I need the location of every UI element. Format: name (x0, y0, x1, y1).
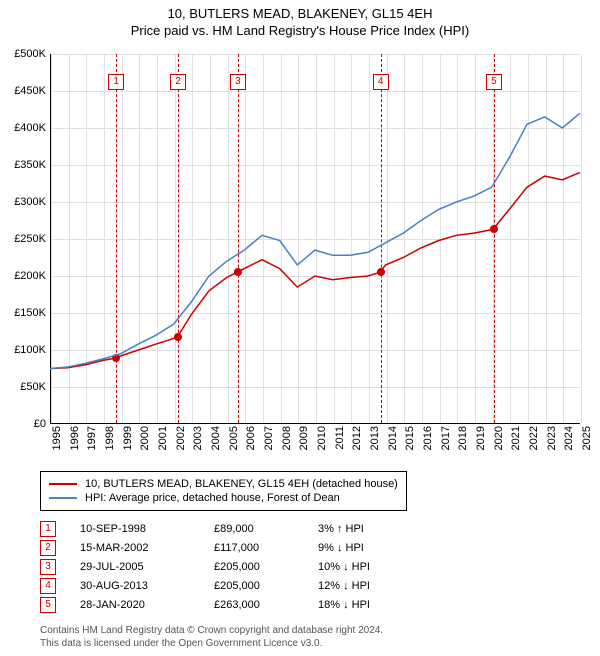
chart-title: 10, BUTLERS MEAD, BLAKENEY, GL15 4EH Pri… (0, 6, 600, 40)
transaction-number: 5 (40, 597, 56, 613)
y-tick-label: £300K (14, 196, 46, 208)
legend-item: 10, BUTLERS MEAD, BLAKENEY, GL15 4EH (de… (49, 478, 398, 490)
footer-line2: This data is licensed under the Open Gov… (40, 637, 383, 650)
x-tick-label: 2001 (157, 426, 169, 450)
x-tick-label: 2000 (139, 426, 151, 450)
footer-line1: Contains HM Land Registry data © Crown c… (40, 624, 383, 637)
x-tick-label: 1997 (86, 426, 98, 450)
x-tick-label: 2018 (457, 426, 469, 450)
transaction-delta: 10% ↓ HPI (318, 561, 398, 573)
x-tick-label: 2024 (563, 426, 575, 450)
x-tick-label: 2023 (546, 426, 558, 450)
title-line2: Price paid vs. HM Land Registry's House … (0, 23, 600, 40)
x-tick-label: 2017 (440, 426, 452, 450)
transaction-delta: 18% ↓ HPI (318, 599, 398, 611)
transaction-price: £263,000 (214, 599, 294, 611)
y-tick-label: £350K (14, 159, 46, 171)
x-tick-label: 2004 (210, 426, 222, 450)
transaction-delta: 3% ↑ HPI (318, 523, 398, 535)
x-tick-label: 1996 (69, 426, 81, 450)
transaction-number: 4 (40, 578, 56, 594)
x-tick-label: 2012 (351, 426, 363, 450)
x-tick-label: 2016 (422, 426, 434, 450)
legend-label: HPI: Average price, detached house, Fore… (85, 492, 340, 504)
transaction-date: 29-JUL-2005 (80, 561, 190, 573)
transaction-price: £205,000 (214, 561, 294, 573)
x-tick-label: 2011 (334, 426, 346, 450)
y-tick-label: £250K (14, 233, 46, 245)
transaction-price: £117,000 (214, 542, 294, 554)
chart-plot-area: £0£50K£100K£150K£200K£250K£300K£350K£400… (50, 54, 580, 424)
x-tick-label: 2003 (192, 426, 204, 450)
x-tick-label: 2010 (316, 426, 328, 450)
x-tick-label: 2015 (404, 426, 416, 450)
x-tick-label: 2006 (245, 426, 257, 450)
x-tick-label: 2014 (387, 426, 399, 450)
transaction-price: £89,000 (214, 523, 294, 535)
series-property_price (50, 172, 580, 368)
transaction-number: 3 (40, 559, 56, 575)
x-tick-label: 2002 (175, 426, 187, 450)
x-tick-label: 2019 (475, 426, 487, 450)
x-tick-label: 2009 (298, 426, 310, 450)
transaction-delta: 12% ↓ HPI (318, 580, 398, 592)
transaction-number: 1 (40, 521, 56, 537)
transaction-row: 5 28-JAN-2020 £263,000 18% ↓ HPI (40, 597, 398, 613)
legend-label: 10, BUTLERS MEAD, BLAKENEY, GL15 4EH (de… (85, 478, 398, 490)
legend-swatch (49, 497, 77, 499)
y-tick-label: £50K (20, 381, 46, 393)
transaction-date: 30-AUG-2013 (80, 580, 190, 592)
x-tick-label: 2008 (281, 426, 293, 450)
y-tick-label: £400K (14, 122, 46, 134)
y-tick-label: £500K (14, 48, 46, 60)
x-tick-label: 2005 (228, 426, 240, 450)
transaction-delta: 9% ↓ HPI (318, 542, 398, 554)
x-tick-label: 2007 (263, 426, 275, 450)
transaction-row: 1 10-SEP-1998 £89,000 3% ↑ HPI (40, 521, 398, 537)
transaction-date: 28-JAN-2020 (80, 599, 190, 611)
transaction-row: 4 30-AUG-2013 £205,000 12% ↓ HPI (40, 578, 398, 594)
x-tick-label: 1998 (104, 426, 116, 450)
y-tick-label: £100K (14, 344, 46, 356)
x-tick-label: 2021 (510, 426, 522, 450)
y-tick-label: £450K (14, 85, 46, 97)
x-tick-label: 2022 (528, 426, 540, 450)
x-tick-label: 2025 (581, 426, 593, 450)
legend-item: HPI: Average price, detached house, Fore… (49, 492, 398, 504)
chart-legend: 10, BUTLERS MEAD, BLAKENEY, GL15 4EH (de… (40, 471, 407, 511)
legend-swatch (49, 483, 77, 485)
transaction-row: 2 15-MAR-2002 £117,000 9% ↓ HPI (40, 540, 398, 556)
y-tick-label: £150K (14, 307, 46, 319)
transaction-date: 15-MAR-2002 (80, 542, 190, 554)
y-tick-label: £200K (14, 270, 46, 282)
transaction-row: 3 29-JUL-2005 £205,000 10% ↓ HPI (40, 559, 398, 575)
transactions-table: 1 10-SEP-1998 £89,000 3% ↑ HPI 2 15-MAR-2002 £… (40, 518, 398, 616)
transaction-date: 10-SEP-1998 (80, 523, 190, 535)
y-tick-label: £0 (34, 418, 46, 430)
x-tick-label: 2020 (493, 426, 505, 450)
transaction-price: £205,000 (214, 580, 294, 592)
x-tick-label: 1995 (51, 426, 63, 450)
x-tick-label: 1999 (122, 426, 134, 450)
series-hpi (50, 113, 580, 368)
transaction-number: 2 (40, 540, 56, 556)
title-line1: 10, BUTLERS MEAD, BLAKENEY, GL15 4EH (0, 6, 600, 23)
x-tick-label: 2013 (369, 426, 381, 450)
footer-attribution: Contains HM Land Registry data © Crown c… (40, 624, 383, 650)
